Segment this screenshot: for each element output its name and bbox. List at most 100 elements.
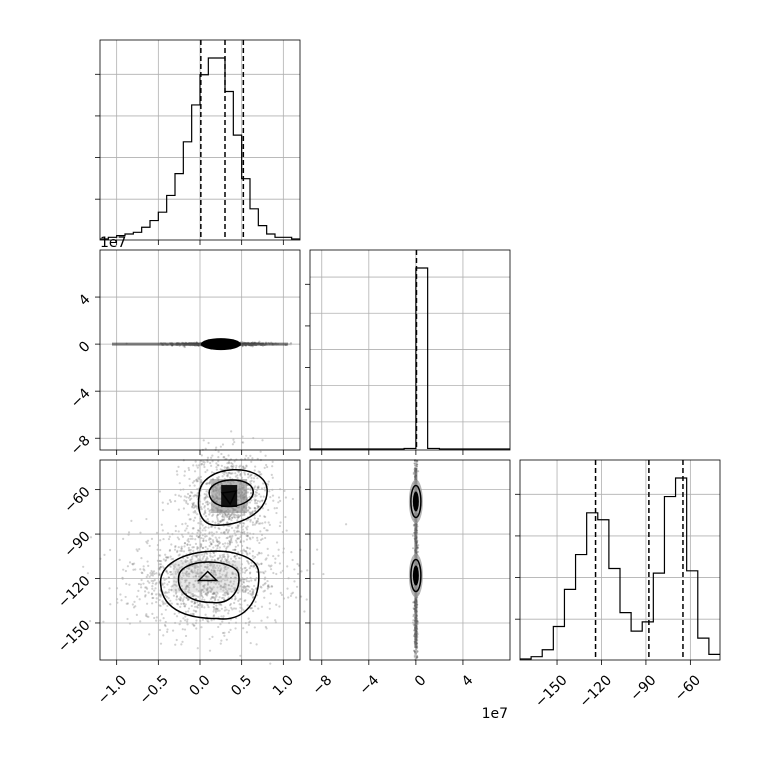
s31-point — [196, 560, 199, 563]
s31-point — [254, 507, 257, 510]
s31-point — [194, 574, 197, 577]
s31-point — [287, 596, 290, 599]
s31-point — [166, 556, 169, 559]
s31-point — [245, 568, 249, 572]
s31-point — [164, 608, 167, 611]
s31-point — [239, 473, 242, 476]
s31-point — [161, 501, 164, 504]
s31-point — [160, 560, 163, 563]
s31-point — [162, 634, 165, 637]
s31-point — [220, 607, 223, 610]
s31-point — [159, 548, 162, 552]
s31-point — [195, 594, 198, 598]
s31-point — [194, 610, 197, 613]
s31-point — [224, 594, 227, 597]
s31-point — [186, 543, 189, 546]
s31-point — [224, 542, 227, 545]
s31-point — [221, 518, 224, 521]
s31-point — [201, 546, 204, 550]
s31-point — [231, 516, 234, 519]
s31-point — [145, 540, 148, 543]
s31-point — [270, 473, 273, 476]
s31-point — [209, 555, 212, 558]
s31-point — [174, 588, 177, 591]
s31-point — [303, 610, 306, 613]
s31-point — [227, 631, 231, 634]
s32-point — [412, 619, 415, 622]
s31-point — [235, 541, 238, 544]
s31-point — [231, 572, 234, 576]
s31-point — [208, 586, 211, 589]
s31-point — [200, 522, 203, 525]
s31-point — [168, 580, 171, 584]
s31-point — [207, 441, 210, 445]
s31-point — [194, 575, 197, 578]
s31-point — [223, 466, 226, 469]
s32-point — [412, 623, 415, 626]
s31-point — [274, 557, 277, 560]
s31-point — [177, 554, 180, 557]
s32-point — [417, 546, 420, 549]
s31-point — [146, 573, 149, 577]
s31-point — [233, 555, 236, 558]
s31-point — [261, 571, 265, 574]
s31-point — [248, 547, 252, 550]
s31-point — [172, 564, 175, 567]
s31-point — [256, 536, 259, 539]
hist3-histogram-line — [520, 477, 720, 660]
s31-point — [244, 566, 247, 569]
s31-point — [246, 604, 249, 607]
s31-point — [208, 590, 211, 593]
s31-point — [225, 528, 228, 531]
s31-point — [222, 586, 225, 589]
s31-point — [230, 512, 233, 516]
s31-point — [192, 575, 195, 578]
s31-point — [169, 500, 172, 504]
s31-point — [188, 572, 191, 576]
s31-point — [271, 476, 274, 479]
s31-point — [267, 521, 270, 524]
s31-point — [180, 584, 183, 588]
s31-point — [199, 589, 203, 593]
s31-point — [242, 580, 245, 583]
s31-point — [229, 628, 232, 631]
s31-point — [217, 566, 220, 570]
s31-point — [249, 512, 253, 515]
s31-point — [206, 583, 209, 586]
s31-point — [237, 515, 240, 519]
s31-point — [291, 497, 294, 501]
s31-point — [248, 511, 251, 514]
s31-point — [187, 546, 190, 550]
s31-point — [187, 581, 191, 585]
s31-point — [210, 588, 214, 591]
s31-point — [300, 570, 303, 573]
s32-point — [415, 656, 418, 659]
s31-point — [210, 542, 213, 546]
s31-point — [253, 517, 256, 520]
s31-point — [155, 597, 158, 600]
s31-point — [185, 570, 188, 573]
s31-point — [230, 526, 234, 529]
s31-point — [200, 507, 203, 511]
s21-point — [183, 345, 186, 349]
s31-point — [151, 585, 154, 588]
s31-point — [218, 546, 222, 549]
s31-point — [180, 602, 183, 605]
s31-point — [280, 593, 284, 596]
s31-point — [227, 609, 230, 612]
s31-point — [253, 498, 256, 501]
s31-point — [203, 504, 206, 508]
s31-point — [232, 559, 235, 563]
s31-point — [238, 585, 242, 588]
s31-point — [253, 626, 256, 629]
s31-point — [249, 571, 252, 574]
s31-point — [257, 607, 260, 610]
s31-point — [246, 553, 249, 556]
s31-x-tick-label: 0.5 — [228, 672, 255, 699]
s31-point — [229, 540, 232, 544]
s31-point — [223, 555, 226, 558]
s31-point — [211, 539, 215, 542]
s31-point — [257, 485, 260, 488]
s31-point — [196, 546, 199, 549]
s31-point — [186, 559, 189, 563]
